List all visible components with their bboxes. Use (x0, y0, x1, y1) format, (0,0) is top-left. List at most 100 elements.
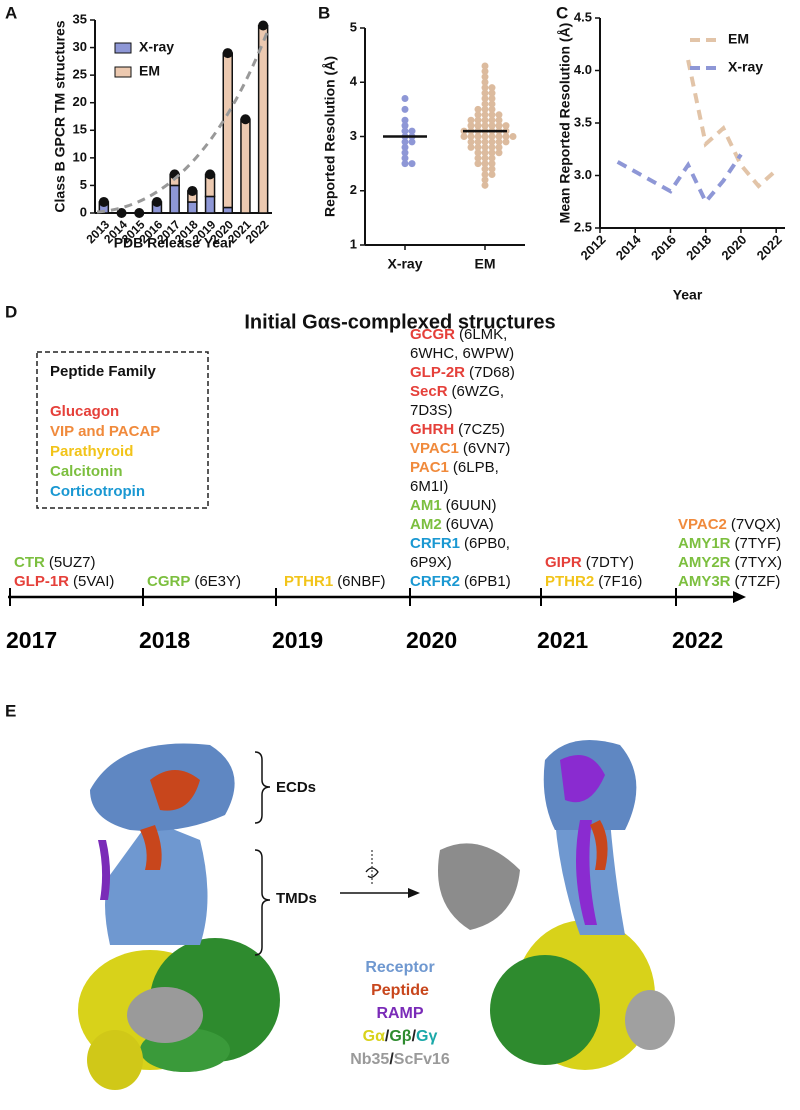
pdb-codes: (7TYX) (734, 554, 783, 571)
entry: AMY2R (7TYX) (678, 553, 800, 572)
total-dot (116, 208, 127, 218)
data-point (481, 62, 489, 70)
data-point (481, 154, 489, 162)
receptor-name: PAC1 (410, 459, 449, 476)
data-point (488, 143, 496, 151)
data-point (488, 100, 496, 108)
entry: GIPR (7DTY) (545, 553, 670, 572)
data-point (509, 133, 517, 140)
data-point (495, 138, 503, 146)
pdb-codes: (7F16) (598, 573, 643, 590)
y-tick-label: 15 (73, 122, 87, 137)
y-tick-label: 1 (350, 236, 357, 251)
data-point (481, 100, 489, 108)
data-point (474, 149, 482, 157)
data-point (488, 122, 496, 130)
data-point (488, 105, 496, 113)
data-point (488, 165, 496, 173)
year-label: 2021 (537, 627, 589, 653)
legend-part: Receptor (365, 959, 434, 976)
legend-part: Nb35 (350, 1051, 389, 1068)
entry: VPAC1 (6VN7) (410, 439, 535, 458)
bar (169, 184, 180, 214)
data-point (495, 143, 503, 151)
year-label: 2022 (672, 627, 724, 653)
data-point (481, 95, 489, 103)
entry: SecR (6WZG, 7D3S) (410, 382, 535, 420)
pdb-codes: (7VQX) (730, 516, 781, 533)
rotate-symbol (365, 867, 379, 878)
year-entries: PTHR1 (6NBF) (284, 572, 409, 591)
receptor-name: PTHR1 (284, 573, 334, 590)
y-tick-label: 5 (80, 177, 87, 192)
data-point (488, 95, 496, 103)
receptor-name: PTHR2 (545, 573, 595, 590)
data-point (481, 181, 489, 189)
legend-label: X-ray (728, 59, 763, 75)
legend-label: EM (139, 63, 160, 79)
receptor-name: GCGR (410, 326, 455, 343)
region-label: TMDs (276, 890, 317, 907)
data-point (488, 133, 496, 140)
data-point (474, 154, 482, 162)
data-point (401, 95, 409, 103)
data-point (467, 138, 475, 146)
entry: AMY1R (7TYF) (678, 534, 800, 553)
data-point (481, 111, 489, 119)
bar (257, 24, 269, 214)
year-entries: CGRP (6E3Y) (147, 572, 272, 591)
panel-label: A (5, 3, 17, 22)
entry: CTR (5UZ7) (14, 553, 139, 572)
family-label: VIP and PACAP (50, 423, 160, 440)
receptor-name: GIPR (545, 554, 582, 571)
pdb-codes: (6PB1) (464, 573, 511, 590)
bar (240, 118, 251, 214)
y-tick-label: 2.5 (574, 219, 592, 234)
pdb-codes: (6LPB, 6M1I) (410, 459, 499, 495)
data-point (460, 133, 468, 140)
y-tick-label: 25 (73, 67, 87, 82)
entry: VPAC2 (7VQX) (678, 515, 800, 534)
data-point (401, 105, 409, 113)
data-point (474, 138, 482, 146)
data-point (408, 138, 416, 146)
year-label: 2020 (406, 627, 458, 653)
pdb-codes: (5UZ7) (48, 554, 96, 571)
legend-part: / (412, 1028, 417, 1045)
timeline-title: Initial Gαs-complexed structures (244, 311, 555, 333)
x-tick-label: 2012 (577, 232, 608, 263)
data-point (488, 149, 496, 157)
data-point (488, 170, 496, 178)
data-point (481, 84, 489, 92)
data-point (495, 116, 503, 124)
structure-right (438, 740, 675, 1070)
legend-part: Peptide (371, 982, 429, 999)
year-label: 2018 (139, 627, 191, 653)
year-entries: GIPR (7DTY) PTHR2 (7F16) (545, 553, 670, 591)
structure-legend: Nb35/ScFv16 (350, 1051, 450, 1068)
x-axis-label: Year (673, 287, 703, 303)
data-point (481, 122, 489, 130)
y-axis-label: Mean Reported Resolution (Å) (557, 23, 573, 224)
legend-part: / (389, 1051, 394, 1068)
total-dot (258, 20, 269, 31)
data-point (488, 154, 496, 162)
bar (204, 195, 216, 214)
receptor-name: CTR (14, 554, 45, 571)
structure-legend: Gα/Gβ/Gγ (363, 1028, 438, 1045)
y-tick-label: 10 (73, 149, 87, 164)
pdb-codes: (7D68) (469, 364, 515, 381)
bar (187, 201, 198, 214)
receptor-name: GLP-1R (14, 573, 70, 590)
timeline-arrow (733, 591, 746, 603)
rotate-arrowhead (408, 888, 420, 898)
data-point (474, 160, 482, 168)
legend-part: / (385, 1028, 390, 1045)
pdb-codes: (6PB0, 6P9X) (410, 535, 510, 571)
family-label: Parathyroid (50, 443, 133, 460)
y-tick-label: 0 (80, 204, 87, 219)
receptor-name: SecR (410, 383, 448, 400)
y-tick-label: 3.0 (574, 167, 592, 182)
entry: GLP-1R (5VAI) (14, 572, 139, 591)
